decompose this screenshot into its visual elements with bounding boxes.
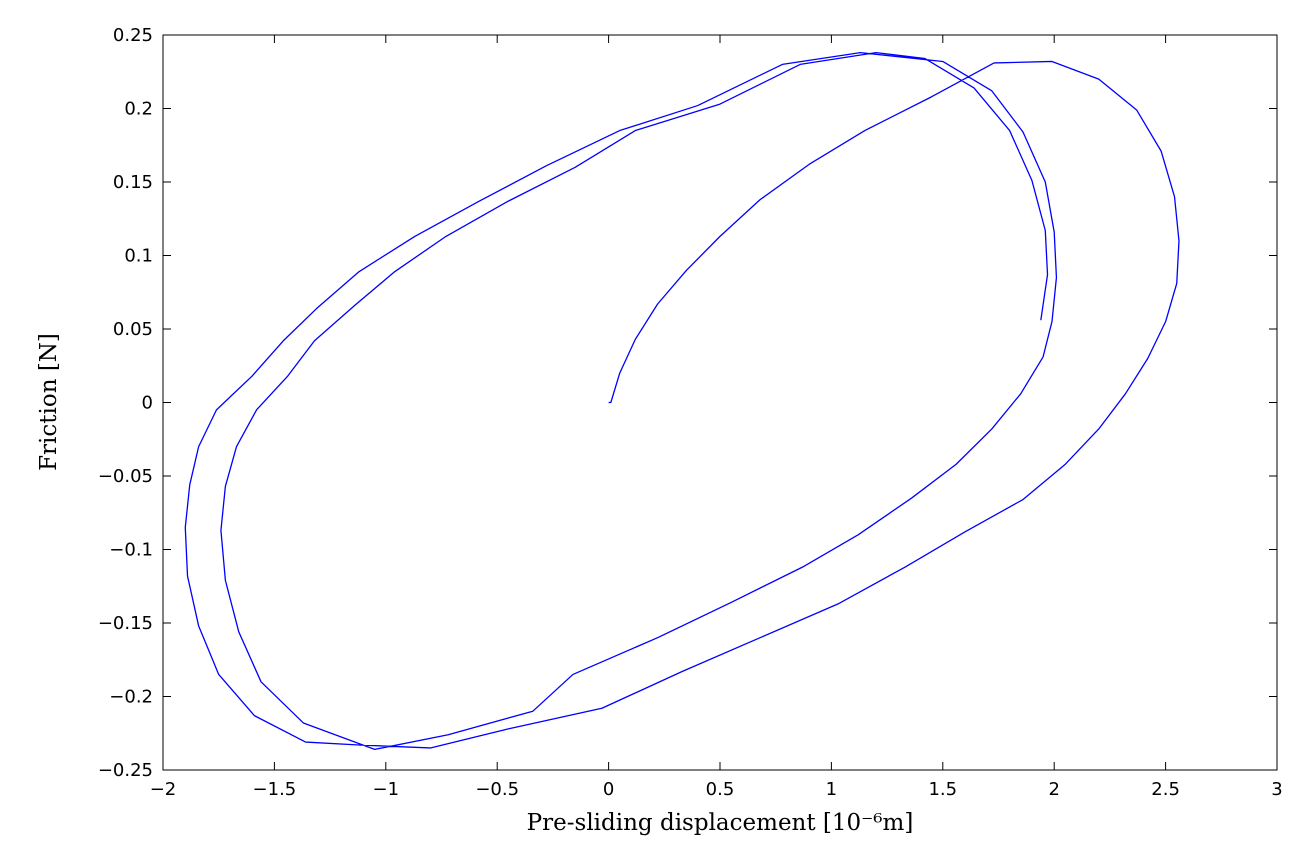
data-line — [184, 51, 1180, 751]
y-tick-label: −0.1 — [109, 540, 153, 561]
y-tick-label: −0.15 — [98, 613, 153, 634]
x-tick-label: 2.5 — [1151, 779, 1180, 800]
x-tick-label: 2 — [1048, 779, 1059, 800]
x-axis-label: Pre-sliding displacement [10⁻⁶m] — [527, 810, 914, 836]
y-axis-label: Friction [N] — [36, 333, 62, 471]
x-tick-label: −1 — [373, 779, 400, 800]
x-tick-label: 0 — [603, 779, 614, 800]
y-tick-label: 0.25 — [113, 25, 153, 46]
x-tick-label: −1.5 — [253, 779, 297, 800]
y-tick-label: 0.15 — [113, 172, 153, 193]
x-tick-label: 0.5 — [706, 779, 735, 800]
y-tick-label: −0.2 — [109, 687, 153, 708]
plot-frame — [162, 34, 1278, 771]
x-tick-label: 3 — [1271, 779, 1282, 800]
y-tick-label: 0.05 — [113, 319, 153, 340]
x-tick-label: −0.5 — [475, 779, 519, 800]
y-tick-label: 0.1 — [124, 246, 153, 267]
y-tick-label: 0.2 — [124, 99, 153, 120]
y-tick-label: 0 — [142, 393, 153, 414]
x-tick-label: 1 — [826, 779, 837, 800]
y-tick-label: −0.05 — [98, 466, 153, 487]
y-tick-label: −0.25 — [98, 760, 153, 781]
x-tick-label: 1.5 — [928, 779, 957, 800]
x-tick-label: −2 — [150, 779, 177, 800]
